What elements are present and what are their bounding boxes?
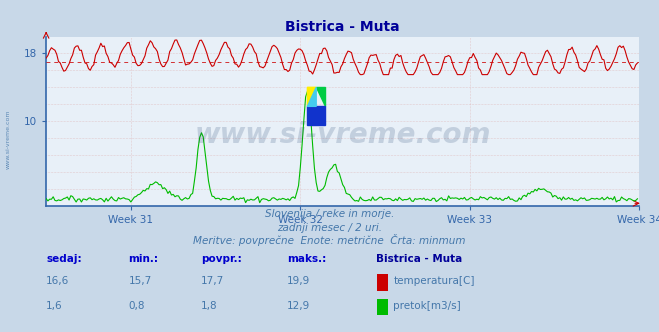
Text: Bistrica - Muta: Bistrica - Muta [376,254,462,264]
Text: povpr.:: povpr.: [201,254,242,264]
Text: Meritve: povprečne  Enote: metrične  Črta: minmum: Meritve: povprečne Enote: metrične Črta:… [193,234,466,246]
Text: 1,6: 1,6 [46,301,63,311]
Text: zadnji mesec / 2 uri.: zadnji mesec / 2 uri. [277,223,382,233]
Text: 15,7: 15,7 [129,276,152,286]
Text: www.si-vreme.com: www.si-vreme.com [194,121,491,149]
Text: 17,7: 17,7 [201,276,224,286]
Text: 1,8: 1,8 [201,301,217,311]
Text: min.:: min.: [129,254,159,264]
Text: 0,8: 0,8 [129,301,145,311]
Text: www.si-vreme.com: www.si-vreme.com [6,110,11,169]
Text: sedaj:: sedaj: [46,254,82,264]
Text: 12,9: 12,9 [287,301,310,311]
Polygon shape [316,87,325,106]
Text: maks.:: maks.: [287,254,326,264]
Text: 19,9: 19,9 [287,276,310,286]
Title: Bistrica - Muta: Bistrica - Muta [285,20,400,34]
Polygon shape [307,87,316,106]
Text: pretok[m3/s]: pretok[m3/s] [393,301,461,311]
Bar [307,106,325,125]
Polygon shape [307,87,316,106]
Text: temperatura[C]: temperatura[C] [393,276,475,286]
Text: Slovenija / reke in morje.: Slovenija / reke in morje. [265,209,394,219]
Text: 16,6: 16,6 [46,276,69,286]
